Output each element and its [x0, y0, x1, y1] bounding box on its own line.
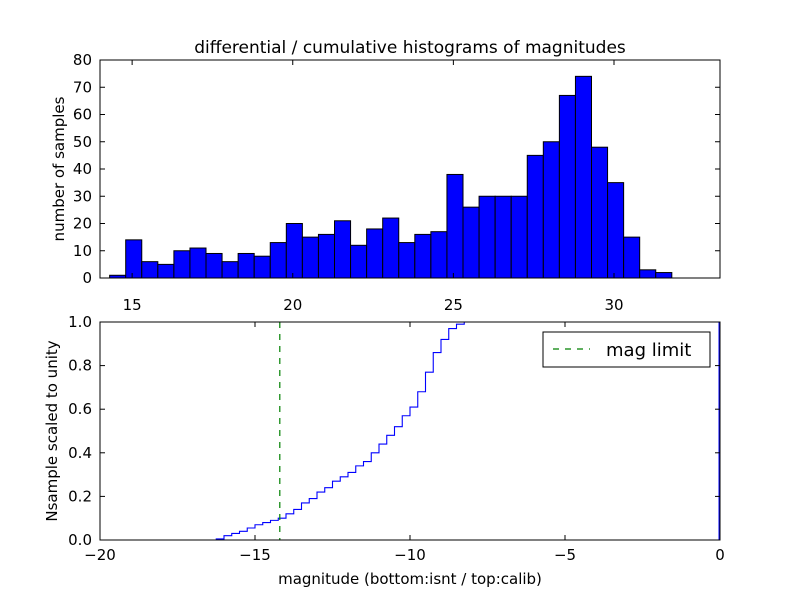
histogram-x-tick-label: 30 — [604, 296, 623, 314]
histogram-bar — [655, 272, 673, 279]
histogram-bar — [205, 252, 223, 279]
histogram-x-tick-label: 20 — [283, 296, 302, 314]
histogram-y-tick-label: 10 — [73, 242, 92, 260]
histogram-bar — [542, 141, 560, 279]
histogram-panel: 15 20 25 30 0 10 20 30 40 50 60 70 80 differential … — [50, 38, 721, 314]
cumulative-x-tick-label: −10 — [394, 546, 426, 564]
histogram-bar — [334, 220, 352, 279]
histogram-bar — [141, 261, 159, 279]
histogram-bar — [157, 263, 175, 279]
histogram-bar — [591, 146, 609, 279]
cumulative-y-axis-label: Nsample scaled to unity — [43, 340, 61, 521]
histogram-x-tick-label: 25 — [444, 296, 463, 314]
cumulative-panel: −20 −15 −10 −5 0 0.0 0.2 0.4 0.6 0.8 1.0 magnitud… — [43, 313, 725, 588]
cumulative-y-tick-label: 0.4 — [68, 444, 92, 462]
cumulative-step-line — [100, 321, 720, 541]
cumulative-x-axis-label: magnitude (bottom:isnt / top:calib) — [278, 570, 542, 588]
histogram-bar — [382, 217, 400, 279]
histogram-bar — [269, 242, 287, 279]
cumulative-x-tick-label: −15 — [239, 546, 271, 564]
histogram-bar — [574, 75, 593, 279]
histogram-y-ticks: 0 10 20 30 40 50 60 70 80 — [73, 51, 720, 287]
histogram-bar — [237, 252, 255, 279]
histogram-bar — [414, 233, 432, 279]
histogram-bar — [462, 206, 480, 279]
cumulative-x-ticks: −20 −15 −10 −5 0 — [84, 322, 725, 564]
histogram-x-tick-label: 15 — [123, 296, 142, 314]
cumulative-y-tick-label: 0.8 — [68, 357, 92, 375]
histogram-bar — [173, 250, 191, 279]
histogram-bar — [430, 231, 448, 279]
histogram-bar — [398, 242, 416, 279]
histogram-bar — [510, 195, 528, 279]
histogram-bar — [253, 255, 271, 279]
histogram-bar — [526, 154, 544, 279]
cumulative-x-tick-label: 0 — [715, 546, 725, 564]
legend: mag limit — [542, 331, 711, 368]
histogram-bar — [623, 236, 641, 279]
histogram-y-tick-label: 70 — [73, 78, 92, 96]
histogram-bar — [446, 173, 464, 279]
cumulative-y-tick-label: 0.0 — [68, 531, 92, 549]
histogram-y-tick-label: 80 — [73, 51, 92, 69]
histogram-bar — [478, 195, 496, 279]
histogram-y-axis-label: number of samples — [50, 96, 68, 241]
histogram-y-tick-label: 50 — [73, 133, 92, 151]
histogram-x-ticks: 15 20 25 30 — [123, 60, 624, 314]
histogram-bar — [301, 236, 319, 279]
cumulative-lines — [100, 321, 720, 541]
histogram-bar — [607, 182, 625, 279]
histogram-bar — [125, 239, 143, 279]
chart-title: differential / cumulative histograms of … — [194, 38, 626, 58]
histogram-bar — [189, 247, 207, 279]
histogram-bar — [285, 223, 303, 279]
cumulative-y-tick-label: 0.2 — [68, 487, 92, 505]
histogram-bar — [366, 228, 384, 279]
cumulative-y-tick-label: 1.0 — [68, 313, 92, 331]
cumulative-y-tick-label: 0.6 — [68, 400, 92, 418]
histogram-y-tick-label: 0 — [82, 269, 92, 287]
cumulative-x-tick-label: −20 — [84, 546, 116, 564]
histogram-y-tick-label: 30 — [73, 187, 92, 205]
histogram-bar — [494, 195, 512, 279]
histogram-y-tick-label: 60 — [73, 106, 92, 124]
histogram-y-tick-label: 20 — [73, 215, 92, 233]
histogram-bar — [350, 244, 368, 279]
histogram-bar — [558, 94, 576, 279]
cumulative-y-ticks: 0.0 0.2 0.4 0.6 0.8 1.0 — [68, 313, 720, 549]
histogram-bar — [221, 261, 239, 279]
cumulative-x-tick-label: −5 — [554, 546, 576, 564]
histogram-y-tick-label: 40 — [73, 160, 92, 178]
histogram-bars — [109, 75, 673, 279]
histogram-bar — [317, 233, 336, 279]
legend-mag-limit-label: mag limit — [606, 340, 691, 361]
histogram-bar — [639, 269, 657, 279]
